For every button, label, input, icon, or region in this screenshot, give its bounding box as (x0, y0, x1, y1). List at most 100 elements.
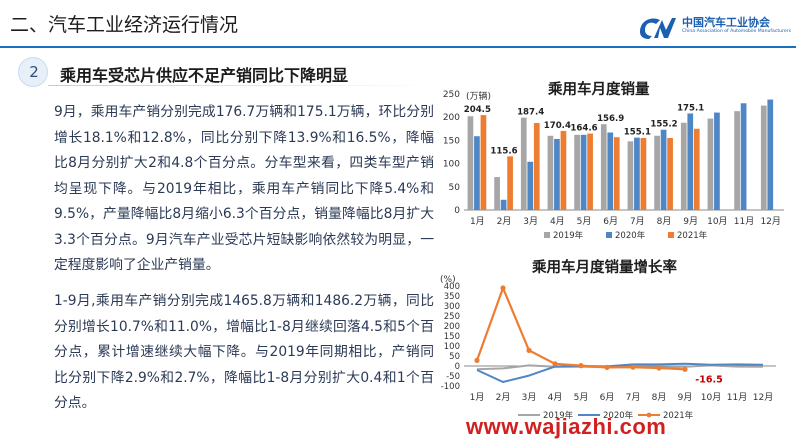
bar-legend-swatch-2020年 (606, 232, 612, 238)
line-series-2021年 (475, 286, 686, 371)
bar-2020年-2月 (500, 199, 507, 210)
subsection-title: 乘用车受芯片供应不足产销同比下降明显 (60, 66, 349, 85)
line-x-tick-label: 5月 (574, 392, 589, 403)
bar-x-tick-label: 5月 (577, 216, 592, 227)
bar-2019年-5月 (574, 134, 580, 210)
header-bar: 二、汽车工业经济运行情况 中国汽车工业协会 China Association … (0, 0, 796, 50)
bar-legend-label: 2021年 (677, 230, 708, 241)
bar-y-tick-label: 200 (443, 113, 460, 123)
line-x-tick-label: 9月 (678, 392, 693, 403)
bar-x-tick-label: 6月 (603, 216, 618, 227)
bar-data-label: 155.1 (624, 128, 651, 138)
line-x-tick-label: 6月 (600, 392, 615, 403)
line-x-tick-label: 2月 (496, 392, 511, 403)
bar-2021年-6月 (613, 137, 620, 210)
bar-data-label: 170.4 (544, 121, 571, 131)
bar-2019年-9月 (680, 122, 687, 210)
bar-2020年-12月 (767, 99, 774, 210)
bar-2019年-11月 (734, 111, 740, 210)
line-y-tick-label: -50 (446, 372, 460, 382)
line-point-2021-1月 (474, 357, 480, 363)
line-x-tick-label: 8月 (652, 392, 667, 403)
bar-2021年-9月 (693, 128, 700, 210)
line-y-tick-label: -100 (441, 382, 460, 392)
bar-x-tick-label: 12月 (760, 216, 780, 227)
watermark-text: www.wajiazhi.com (466, 414, 667, 439)
bar-2019年-2月 (494, 177, 500, 210)
bar-data-label: 155.2 (650, 120, 677, 130)
line-point-2021-2月 (500, 285, 506, 291)
bar-2019年-3月 (520, 117, 527, 210)
line-y-tick-label: 100 (444, 342, 460, 352)
line-y-tick-label: 0 (455, 362, 460, 372)
line-y-tick-label: 50 (449, 352, 460, 362)
line-series-2020年 (476, 362, 764, 383)
bar-x-tick-label: 11月 (734, 216, 754, 227)
bar-2021年-2月 (507, 156, 513, 210)
subsection-heading: 2 乘用车受芯片供应不足产销同比下降明显 (18, 57, 438, 87)
bar-data-label: 175.1 (677, 103, 704, 113)
bar-x-tick-label: 10月 (707, 216, 727, 227)
line-y-tick-label: 200 (444, 322, 460, 332)
paragraph-september: 9月，乘用车产销分别完成176.7万辆和175.1万辆，环比分别增长18.1%和… (54, 104, 434, 273)
line-legend-label: 2021年 (663, 410, 694, 421)
bar-data-label: 156.9 (597, 114, 624, 124)
paragraph-ytd: 1-9月,乘用车产销分别完成1465.8万辆和1486.2万辆，同比分别增长10… (54, 293, 434, 411)
monthly-sales-bar-chart: 0 50 100 150 200 250 (万辆) 1月 204.5 2月 115.6 3月 187.4… (443, 90, 784, 241)
bar-x-tick-label: 3月 (523, 216, 538, 227)
bar-2020年-8月 (660, 129, 667, 210)
bar-2020年-4月 (554, 139, 560, 210)
line-x-tick-label: 7月 (626, 392, 641, 403)
bar-2019年-1月 (467, 116, 474, 210)
bar-2019年-7月 (627, 141, 634, 210)
line-y-tick-label: 250 (444, 312, 460, 322)
bar-2020年-5月 (580, 134, 587, 210)
line-x-tick-label: 3月 (522, 392, 537, 403)
bar-x-tick-label: 7月 (630, 216, 645, 227)
bar-legend-swatch-2021年 (668, 232, 674, 238)
bar-2019年-10月 (707, 118, 714, 210)
bar-data-label: 187.4 (517, 108, 544, 118)
bar-y-tick-label: 50 (449, 183, 461, 193)
logo-text-cn: 中国汽车工业协会 (682, 16, 770, 29)
line-legend-marker (646, 412, 652, 418)
bar-2021年-7月 (640, 138, 647, 210)
line-annotation: -16.5 (695, 374, 722, 385)
line-legend-label: 2020年 (603, 410, 634, 421)
bar-legend-label: 2020年 (615, 230, 646, 241)
bar-y-axis-label: (万辆) (466, 90, 491, 102)
bar-2021年-5月 (587, 133, 593, 210)
bar-data-label: 115.6 (490, 146, 517, 156)
bar-2021年-1月 (480, 115, 487, 210)
bar-2021年-3月 (533, 123, 540, 210)
bar-2020年-11月 (740, 103, 747, 210)
bar-2019年-6月 (600, 124, 607, 210)
bar-y-tick-label: 0 (454, 206, 460, 216)
line-y-tick-label: 150 (444, 332, 460, 342)
section-title: 二、汽车工业经济运行情况 (10, 14, 239, 36)
bar-legend-swatch-2019年 (544, 232, 550, 238)
bar-x-tick-label: 8月 (657, 216, 672, 227)
line-point-2021-7月 (630, 364, 636, 370)
bar-x-tick-label: 2月 (497, 216, 512, 227)
bar-x-tick-label: 4月 (550, 216, 565, 227)
bar-data-label: 164.6 (570, 124, 597, 134)
bar-2020年-6月 (607, 132, 614, 210)
line-point-2021-4月 (552, 361, 558, 367)
caam-logo-icon (640, 18, 676, 39)
bar-2020年-1月 (474, 136, 480, 210)
bar-legend-label: 2019年 (553, 230, 584, 241)
line-y-axis-label: (%) (440, 275, 456, 285)
caam-logo: 中国汽车工业协会 China Association of Automobile… (636, 10, 791, 42)
bar-data-label: 204.5 (464, 105, 491, 115)
header-divider (0, 46, 796, 48)
line-x-tick-label: 10月 (701, 392, 721, 403)
line-x-tick-label: 11月 (727, 392, 747, 403)
bar-x-tick-label: 1月 (470, 216, 485, 227)
bar-chart-title: 乘用车月度销量 (548, 82, 650, 98)
logo-text-en: China Association of Automobile Manufact… (682, 29, 791, 34)
bar-y-tick-label: 250 (443, 90, 460, 100)
line-point-2021-6月 (604, 364, 610, 370)
bar-y-tick-label: 100 (443, 160, 460, 170)
